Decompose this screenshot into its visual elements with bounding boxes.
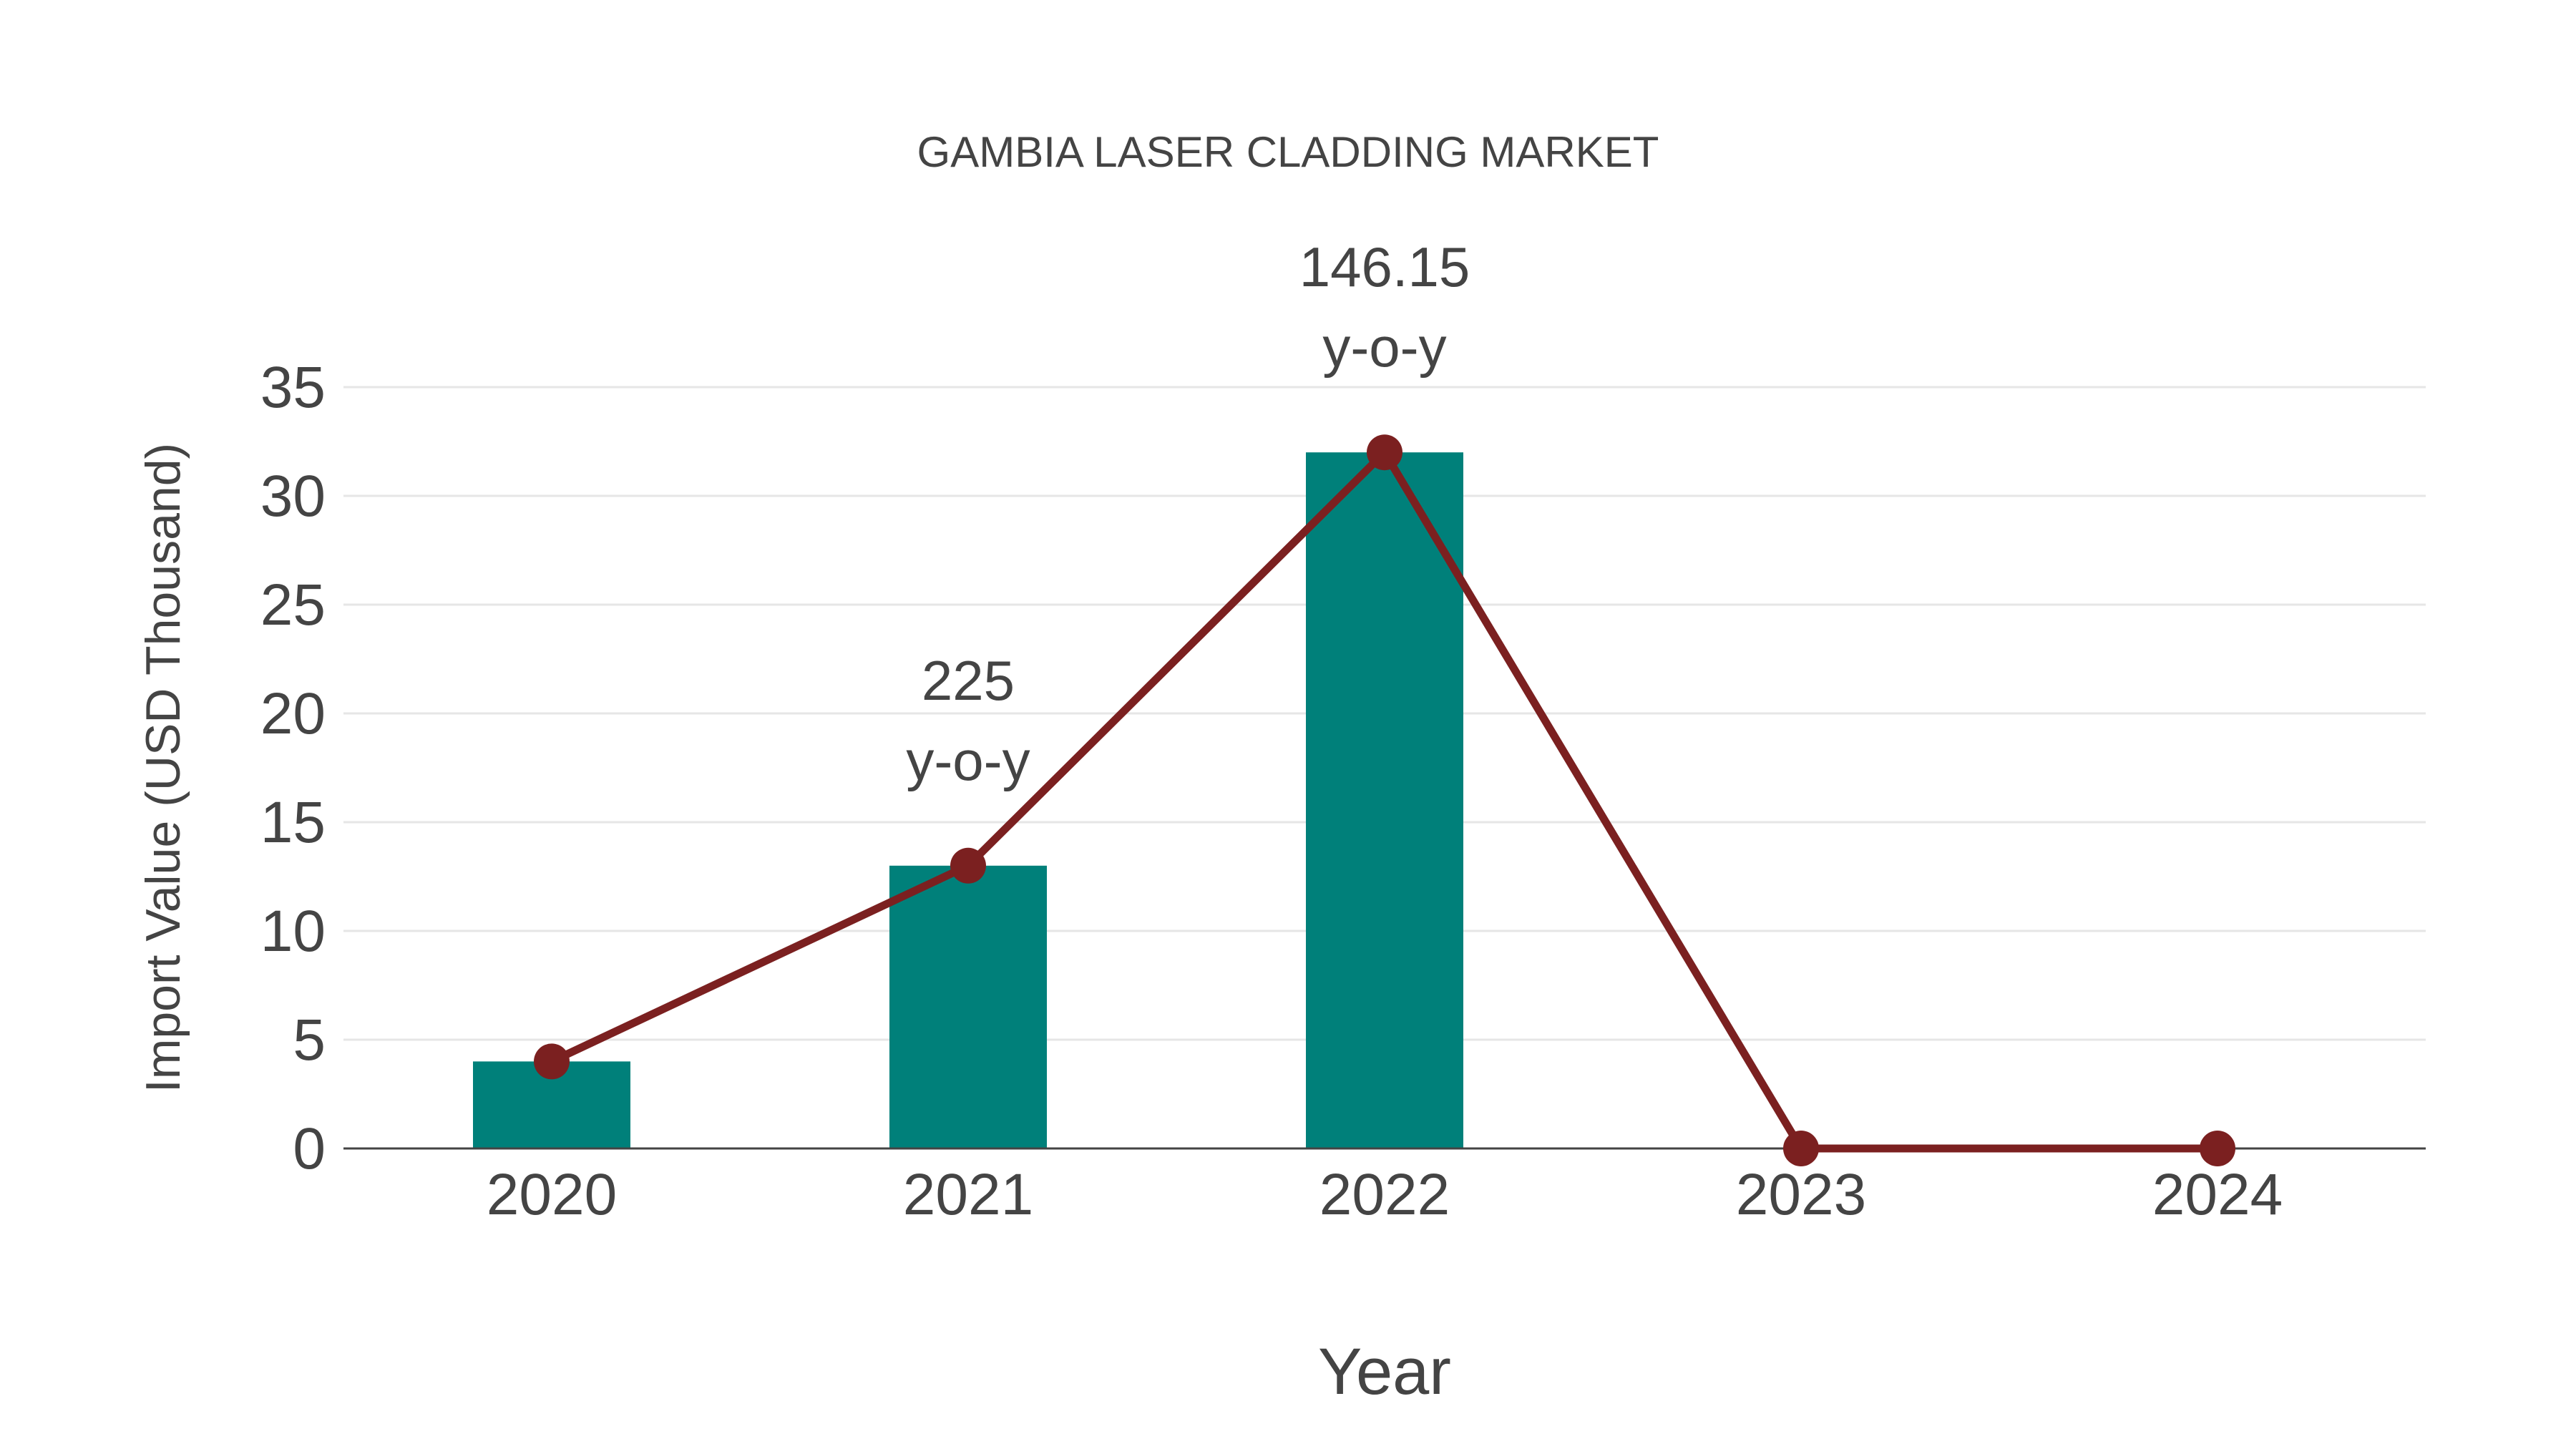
yoy-annotations: 225 y-o-y 146.15 y-o-y (906, 235, 1470, 792)
y-tick-label: 0 (293, 1116, 326, 1181)
y-tick-label: 25 (260, 572, 326, 638)
bar-2022[interactable] (1306, 452, 1463, 1148)
line-marker-2020[interactable] (534, 1043, 570, 1080)
yoy-label: y-o-y (906, 729, 1030, 792)
y-tick-label: 35 (260, 355, 326, 420)
y-tick-label: 5 (293, 1008, 326, 1073)
line-marker-2024[interactable] (2200, 1131, 2235, 1166)
line-marker-2022[interactable] (1367, 434, 1402, 471)
x-tick-label: 2022 (1319, 1162, 1450, 1227)
y-tick-label: 20 (260, 681, 326, 746)
trend-line-series (534, 434, 2235, 1166)
line-marker-2023[interactable] (1783, 1131, 1819, 1166)
y-tick-label: 15 (260, 790, 326, 855)
x-axis-ticks: 2020 2021 2022 2023 2024 (487, 1162, 2283, 1227)
line-marker-2021[interactable] (950, 847, 986, 884)
chart-title: GAMBIA LASER CLADDING MARKET (917, 128, 1659, 176)
yoy-value: 146.15 (1299, 235, 1470, 298)
x-tick-label: 2023 (1736, 1162, 1866, 1227)
bar-2021[interactable] (889, 865, 1047, 1148)
y-tick-label: 30 (260, 464, 326, 529)
yoy-label: y-o-y (1322, 316, 1446, 379)
yoy-value: 225 (922, 649, 1015, 712)
y-axis-ticks: 0 5 10 15 20 25 30 35 (260, 355, 326, 1181)
bar-series (473, 452, 1463, 1148)
x-tick-label: 2024 (2152, 1162, 2283, 1227)
y-tick-label: 10 (260, 899, 326, 964)
x-tick-label: 2020 (487, 1162, 617, 1227)
x-tick-label: 2021 (903, 1162, 1033, 1227)
x-axis-label: Year (1318, 1335, 1451, 1408)
